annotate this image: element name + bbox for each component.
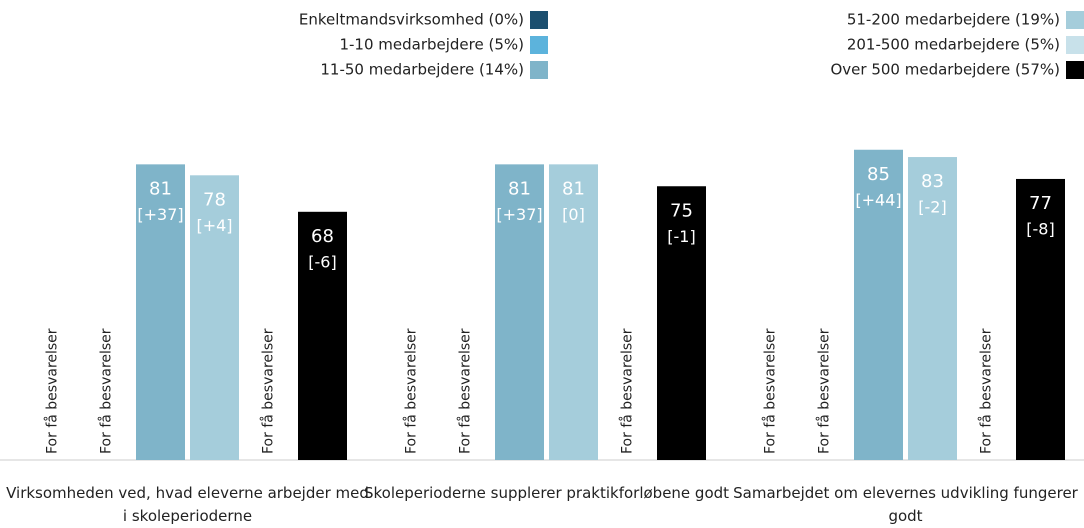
- category-label: Virksomheden ved, hvad eleverne arbejder…: [3, 482, 373, 528]
- change-label: [+37]: [496, 205, 542, 224]
- legend-swatch: [1066, 36, 1084, 54]
- category-label: Samarbejdet om elevernes udvikling funge…: [721, 482, 1084, 528]
- value-label: 83: [921, 171, 944, 192]
- bar: [298, 212, 347, 460]
- legend-swatch: [1066, 11, 1084, 29]
- legend-label: Over 500 medarbejdere (57%): [830, 61, 1060, 79]
- no-data-label: For få besvarelser: [457, 328, 474, 454]
- no-data-label: For få besvarelser: [98, 328, 115, 454]
- value-label: 75: [670, 200, 693, 221]
- legend-swatch: [1066, 61, 1084, 79]
- value-label: 81: [508, 178, 531, 199]
- legend-label: 11-50 medarbejdere (14%): [320, 61, 524, 79]
- legend-label: 201-500 medarbejdere (5%): [847, 36, 1060, 54]
- no-data-label: For få besvarelser: [260, 328, 277, 454]
- no-data-label: For få besvarelser: [619, 328, 636, 454]
- no-data-label: For få besvarelser: [44, 328, 61, 454]
- legend-label: 1-10 medarbejdere (5%): [339, 36, 524, 54]
- value-label: 78: [203, 189, 226, 210]
- change-label: [+37]: [137, 205, 183, 224]
- legend-swatch: [530, 36, 548, 54]
- value-label: 77: [1029, 193, 1052, 214]
- category-label: Skoleperioderne supplerer praktikforløbe…: [362, 482, 732, 505]
- change-label: [+4]: [196, 216, 232, 235]
- no-data-label: For få besvarelser: [403, 328, 420, 454]
- no-data-label: For få besvarelser: [978, 328, 995, 454]
- change-label: [0]: [562, 205, 585, 224]
- no-data-label: For få besvarelser: [762, 328, 779, 454]
- change-label: [-1]: [667, 227, 695, 246]
- change-label: [+44]: [855, 190, 901, 209]
- legend-swatch: [530, 11, 548, 29]
- change-label: [-8]: [1026, 219, 1054, 238]
- legend-label: 51-200 medarbejdere (19%): [847, 11, 1060, 29]
- no-data-label: For få besvarelser: [816, 328, 833, 454]
- value-label: 81: [562, 178, 585, 199]
- legend-swatch: [530, 61, 548, 79]
- change-label: [-6]: [308, 252, 336, 271]
- value-label: 85: [867, 164, 890, 185]
- value-label: 81: [149, 178, 172, 199]
- value-label: 68: [311, 226, 334, 247]
- change-label: [-2]: [918, 198, 946, 217]
- legend-label: Enkeltmandsvirksomhed (0%): [299, 11, 524, 29]
